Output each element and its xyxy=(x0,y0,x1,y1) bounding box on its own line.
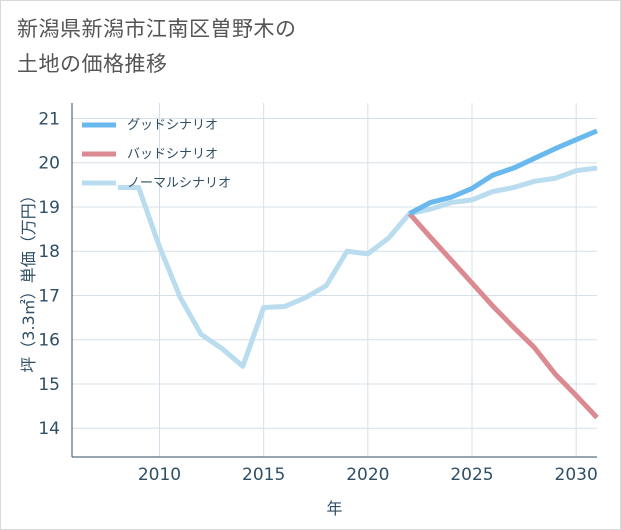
x-tick-label: 2025 xyxy=(450,465,493,485)
series-line-2 xyxy=(117,165,598,369)
y-tick-label: 17 xyxy=(38,286,60,306)
y-tick-label: 15 xyxy=(38,375,60,395)
y-tick-label: 18 xyxy=(38,242,60,262)
y-tick-label: 19 xyxy=(38,198,60,218)
legend-label-2: ノーマルシナリオ xyxy=(127,176,231,191)
y-tick-label: 16 xyxy=(38,331,60,351)
legend-label-0: グッドシナリオ xyxy=(127,118,218,133)
series-line-1 xyxy=(407,211,599,420)
x-tick-label: 2020 xyxy=(346,465,389,485)
y-tick-label: 21 xyxy=(38,109,60,129)
x-tick-label: 2015 xyxy=(242,465,285,485)
x-tick-label: 2010 xyxy=(138,465,181,485)
y-axis-title: 坪（3.3㎡）単価（万円） xyxy=(19,187,38,372)
y-tick-label: 20 xyxy=(38,154,60,174)
y-tick-label: 14 xyxy=(38,419,60,439)
legend-label-1: バッドシナリオ xyxy=(127,147,218,162)
axes: 14 15 16 17 18 19 20 21 2010 2015 2020 2025 2030 xyxy=(38,103,598,485)
page-title: 新潟県新潟市江南区曽野木の 土地の価格推移 xyxy=(17,17,297,76)
x-tick-label: 2030 xyxy=(555,465,598,485)
series-line-0 xyxy=(408,128,598,216)
series-lines xyxy=(117,128,599,420)
x-axis-title: 年 xyxy=(326,499,342,518)
